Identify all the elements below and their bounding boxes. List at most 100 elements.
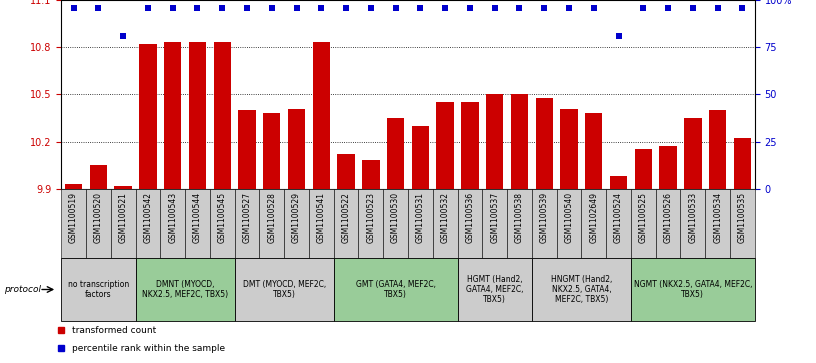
Bar (210, 189, 235, 258)
Bar (358, 189, 384, 258)
Text: GSM1100527: GSM1100527 (242, 192, 251, 243)
Text: percentile rank within the sample: percentile rank within the sample (72, 344, 224, 353)
Text: GSM1100529: GSM1100529 (292, 192, 301, 243)
Text: GSM1100534: GSM1100534 (713, 192, 722, 243)
Bar (482, 189, 507, 258)
Bar (337, 154, 355, 189)
Bar (730, 189, 755, 258)
Text: GSM1100536: GSM1100536 (465, 192, 474, 243)
Bar (238, 110, 255, 189)
Bar (214, 42, 231, 189)
Text: GSM1100523: GSM1100523 (366, 192, 375, 243)
Bar (235, 258, 334, 321)
Bar (585, 113, 602, 189)
Bar (631, 189, 656, 258)
Bar (160, 189, 185, 258)
Bar (656, 189, 681, 258)
Bar (437, 102, 454, 189)
Bar (135, 258, 235, 321)
Text: HNGMT (Hand2,
NKX2.5, GATA4,
MEF2C, TBX5): HNGMT (Hand2, NKX2.5, GATA4, MEF2C, TBX5… (551, 274, 612, 305)
Bar (362, 160, 379, 189)
Bar (461, 102, 479, 189)
Bar (458, 189, 482, 258)
Bar (65, 184, 82, 189)
Bar (412, 126, 429, 189)
Bar (135, 189, 160, 258)
Text: GSM1100540: GSM1100540 (565, 192, 574, 243)
Text: GSM1100530: GSM1100530 (391, 192, 400, 243)
Bar (610, 176, 628, 189)
Bar (61, 189, 86, 258)
Text: NGMT (NKX2.5, GATA4, MEF2C,
TBX5): NGMT (NKX2.5, GATA4, MEF2C, TBX5) (633, 280, 752, 299)
Text: GSM1100538: GSM1100538 (515, 192, 524, 243)
Bar (561, 109, 578, 189)
Text: GSM1100521: GSM1100521 (118, 192, 127, 243)
Bar (681, 189, 705, 258)
Bar (458, 258, 532, 321)
Text: GSM1100539: GSM1100539 (539, 192, 548, 243)
Bar (432, 189, 458, 258)
Bar (734, 138, 751, 189)
Text: GSM1100533: GSM1100533 (689, 192, 698, 243)
Text: GSM1100520: GSM1100520 (94, 192, 103, 243)
Bar (188, 42, 206, 189)
Bar (684, 118, 702, 189)
Bar (114, 185, 132, 189)
Bar (408, 189, 432, 258)
Text: HGMT (Hand2,
GATA4, MEF2C,
TBX5): HGMT (Hand2, GATA4, MEF2C, TBX5) (466, 274, 523, 305)
Bar (535, 98, 553, 189)
Bar (635, 150, 652, 189)
Bar (284, 189, 309, 258)
Bar (532, 189, 557, 258)
Text: DMNT (MYOCD,
NKX2.5, MEF2C, TBX5): DMNT (MYOCD, NKX2.5, MEF2C, TBX5) (142, 280, 228, 299)
Bar (313, 42, 330, 189)
Bar (659, 146, 676, 189)
Bar (334, 189, 358, 258)
Text: GSM1100541: GSM1100541 (317, 192, 326, 243)
Text: GSM1100542: GSM1100542 (144, 192, 153, 243)
Bar (511, 94, 528, 189)
Bar (235, 189, 259, 258)
Bar (557, 189, 581, 258)
Text: GSM1100537: GSM1100537 (490, 192, 499, 243)
Text: GSM1100543: GSM1100543 (168, 192, 177, 243)
Bar (185, 189, 210, 258)
Text: GSM1100519: GSM1100519 (69, 192, 78, 243)
Bar (384, 189, 408, 258)
Text: protocol: protocol (4, 285, 41, 294)
Text: GSM1100526: GSM1100526 (663, 192, 672, 243)
Bar (334, 258, 458, 321)
Bar (709, 110, 726, 189)
Bar (86, 189, 111, 258)
Bar (532, 258, 631, 321)
Bar (486, 94, 503, 189)
Bar (582, 189, 606, 258)
Text: GSM1100522: GSM1100522 (342, 192, 351, 243)
Text: GSM1102649: GSM1102649 (589, 192, 598, 243)
Text: GSM1100531: GSM1100531 (416, 192, 425, 243)
Text: GSM1100524: GSM1100524 (614, 192, 623, 243)
Text: GSM1100528: GSM1100528 (268, 192, 277, 243)
Bar (705, 189, 730, 258)
Bar (90, 165, 107, 189)
Bar (309, 189, 334, 258)
Text: GSM1100525: GSM1100525 (639, 192, 648, 243)
Bar (111, 189, 135, 258)
Bar (387, 118, 404, 189)
Text: GSM1100535: GSM1100535 (738, 192, 747, 243)
Bar (288, 109, 305, 189)
Text: no transcription
factors: no transcription factors (68, 280, 129, 299)
Text: transformed count: transformed count (72, 326, 156, 335)
Text: GSM1100544: GSM1100544 (193, 192, 202, 243)
Text: GMT (GATA4, MEF2C,
TBX5): GMT (GATA4, MEF2C, TBX5) (356, 280, 436, 299)
Text: DMT (MYOCD, MEF2C,
TBX5): DMT (MYOCD, MEF2C, TBX5) (242, 280, 326, 299)
Bar (606, 189, 631, 258)
Bar (507, 189, 532, 258)
Bar (140, 44, 157, 189)
Text: GSM1100545: GSM1100545 (218, 192, 227, 243)
Bar (263, 113, 281, 189)
Text: GSM1100532: GSM1100532 (441, 192, 450, 243)
Bar (61, 258, 135, 321)
Bar (164, 42, 181, 189)
Bar (259, 189, 284, 258)
